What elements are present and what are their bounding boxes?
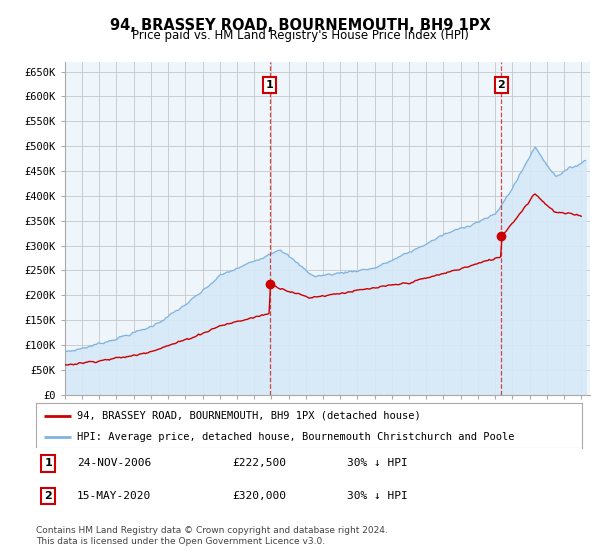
Text: 24-NOV-2006: 24-NOV-2006 bbox=[77, 459, 151, 469]
Text: 2: 2 bbox=[44, 491, 52, 501]
Text: 30% ↓ HPI: 30% ↓ HPI bbox=[347, 459, 408, 469]
Text: 2: 2 bbox=[497, 80, 505, 90]
Text: Price paid vs. HM Land Registry's House Price Index (HPI): Price paid vs. HM Land Registry's House … bbox=[131, 29, 469, 42]
Text: 15-MAY-2020: 15-MAY-2020 bbox=[77, 491, 151, 501]
Text: 30% ↓ HPI: 30% ↓ HPI bbox=[347, 491, 408, 501]
Text: 1: 1 bbox=[266, 80, 274, 90]
Text: HPI: Average price, detached house, Bournemouth Christchurch and Poole: HPI: Average price, detached house, Bour… bbox=[77, 432, 514, 442]
Text: 1: 1 bbox=[44, 459, 52, 469]
Text: Contains HM Land Registry data © Crown copyright and database right 2024.
This d: Contains HM Land Registry data © Crown c… bbox=[36, 526, 388, 546]
Text: 94, BRASSEY ROAD, BOURNEMOUTH, BH9 1PX (detached house): 94, BRASSEY ROAD, BOURNEMOUTH, BH9 1PX (… bbox=[77, 410, 421, 421]
Text: £222,500: £222,500 bbox=[233, 459, 287, 469]
Text: 94, BRASSEY ROAD, BOURNEMOUTH, BH9 1PX: 94, BRASSEY ROAD, BOURNEMOUTH, BH9 1PX bbox=[110, 18, 490, 33]
Text: £320,000: £320,000 bbox=[233, 491, 287, 501]
